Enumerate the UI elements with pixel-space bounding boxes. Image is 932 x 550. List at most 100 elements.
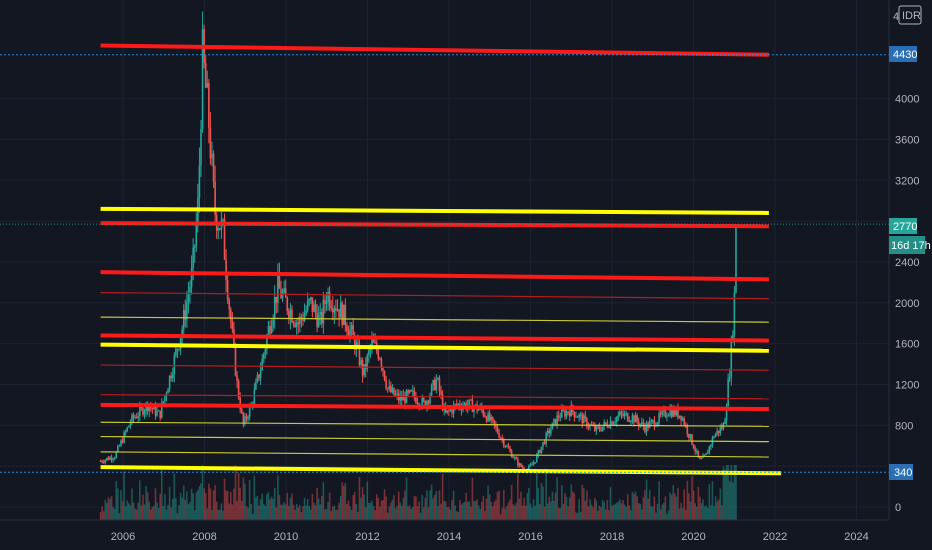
volume-bar bbox=[608, 510, 610, 520]
volume-bar bbox=[532, 498, 535, 520]
candle-body bbox=[173, 355, 176, 375]
volume-bar bbox=[557, 507, 560, 520]
volume-bar bbox=[142, 494, 144, 520]
thin-red-trendline[interactable] bbox=[100, 364, 769, 371]
volume-bar bbox=[706, 508, 709, 520]
volume-bar bbox=[721, 505, 723, 520]
candle-body bbox=[248, 406, 251, 418]
thin-red-trendline[interactable] bbox=[100, 291, 769, 300]
candle-body bbox=[145, 403, 147, 412]
price-axis[interactable]: 0 800 1200 1600 2000 2400 3200 3600 4000 bbox=[895, 94, 919, 514]
volume-bar bbox=[371, 500, 373, 520]
volume-bar bbox=[647, 498, 649, 520]
candle-body bbox=[562, 409, 565, 411]
candle-body bbox=[107, 457, 110, 460]
volume-bar bbox=[705, 505, 707, 520]
candle-body bbox=[473, 407, 475, 413]
volume-bar bbox=[611, 505, 613, 520]
volume-bar bbox=[146, 492, 149, 520]
time-axis[interactable]: 2006 2008 2010 2012 2014 2016 2018 2020 2022 2024 bbox=[111, 531, 869, 543]
volume-bar bbox=[644, 489, 646, 520]
volume-bar bbox=[342, 485, 345, 520]
candle-body bbox=[339, 302, 342, 318]
candle-body bbox=[437, 378, 439, 380]
thick-red-trendline[interactable] bbox=[100, 221, 769, 229]
candle-body bbox=[278, 274, 281, 289]
volume-bar bbox=[175, 498, 177, 520]
volume-bar bbox=[160, 469, 163, 520]
thin-yellow-trendline[interactable] bbox=[100, 451, 769, 458]
candle-body bbox=[648, 421, 651, 428]
volume-bar bbox=[306, 499, 309, 520]
thick-yellow-trendline[interactable] bbox=[100, 342, 769, 353]
candle-body bbox=[159, 410, 162, 418]
candle-body bbox=[272, 317, 274, 327]
price-tick-label: 0 bbox=[895, 502, 901, 514]
candle-body bbox=[113, 457, 116, 459]
volume-bar bbox=[733, 465, 736, 520]
volume-bar bbox=[683, 489, 686, 520]
candle-body bbox=[699, 456, 701, 460]
candle-body bbox=[512, 457, 515, 459]
thick-red-trendline[interactable] bbox=[100, 43, 769, 57]
volume-bar bbox=[727, 465, 729, 520]
volume-bar bbox=[703, 506, 706, 520]
candle-body bbox=[99, 461, 102, 463]
volume-bar bbox=[204, 492, 207, 520]
volume-bar bbox=[299, 504, 301, 520]
candle-body bbox=[675, 408, 678, 416]
candle-body bbox=[131, 414, 133, 423]
candle-body bbox=[534, 462, 536, 464]
volume-bar bbox=[386, 512, 389, 520]
thick-red-trendline[interactable] bbox=[100, 270, 769, 282]
thin-yellow-trendline[interactable] bbox=[100, 435, 769, 443]
thin-yellow-trendline[interactable] bbox=[100, 421, 769, 427]
candle-body bbox=[157, 410, 160, 412]
candle-body bbox=[603, 422, 605, 427]
volume-bar bbox=[245, 506, 248, 520]
price-tick-label: 3600 bbox=[895, 134, 919, 146]
volume-bar bbox=[211, 509, 213, 520]
candle-body bbox=[672, 408, 675, 417]
thick-yellow-trendline[interactable] bbox=[100, 465, 782, 476]
volume-bar bbox=[311, 494, 314, 520]
volume-bar bbox=[673, 493, 676, 520]
volume-bar bbox=[424, 497, 427, 520]
trend-lines[interactable] bbox=[100, 43, 782, 476]
volume-bar bbox=[223, 478, 226, 520]
candle-body bbox=[167, 389, 169, 394]
time-tick-label: 2016 bbox=[518, 531, 542, 543]
candle-body bbox=[620, 411, 623, 414]
candle-body bbox=[129, 422, 132, 426]
candle-body bbox=[542, 441, 544, 447]
volume-bar bbox=[493, 501, 496, 520]
candle-body bbox=[377, 350, 380, 359]
volume-bar bbox=[517, 473, 519, 520]
volume-bar bbox=[512, 504, 515, 520]
candle-body bbox=[231, 321, 234, 330]
volume-bar bbox=[408, 505, 411, 520]
thick-yellow-trendline[interactable] bbox=[100, 206, 769, 215]
candle-body bbox=[226, 280, 229, 301]
price-axis-top-tick: 4 bbox=[893, 11, 899, 23]
candle-body bbox=[706, 452, 709, 454]
thin-red-trendline[interactable] bbox=[100, 394, 769, 400]
thick-red-trendline[interactable] bbox=[100, 333, 769, 343]
volume-bar bbox=[730, 465, 733, 520]
thin-yellow-trendline[interactable] bbox=[100, 316, 769, 323]
volume-bar bbox=[702, 499, 704, 520]
candle-body bbox=[694, 448, 696, 452]
candle-body bbox=[198, 165, 201, 198]
thick-red-trendline[interactable] bbox=[100, 402, 769, 411]
last-price-tag-bg bbox=[889, 218, 917, 234]
volume-bar bbox=[586, 490, 588, 520]
volume-bar bbox=[402, 497, 405, 520]
candle-body bbox=[280, 288, 282, 299]
volume-bar bbox=[631, 491, 634, 520]
candle-body bbox=[347, 331, 350, 336]
candle-body bbox=[612, 422, 615, 425]
volume-bar bbox=[587, 506, 590, 520]
currency-badge[interactable] bbox=[898, 5, 922, 25]
candle-body bbox=[195, 223, 198, 246]
